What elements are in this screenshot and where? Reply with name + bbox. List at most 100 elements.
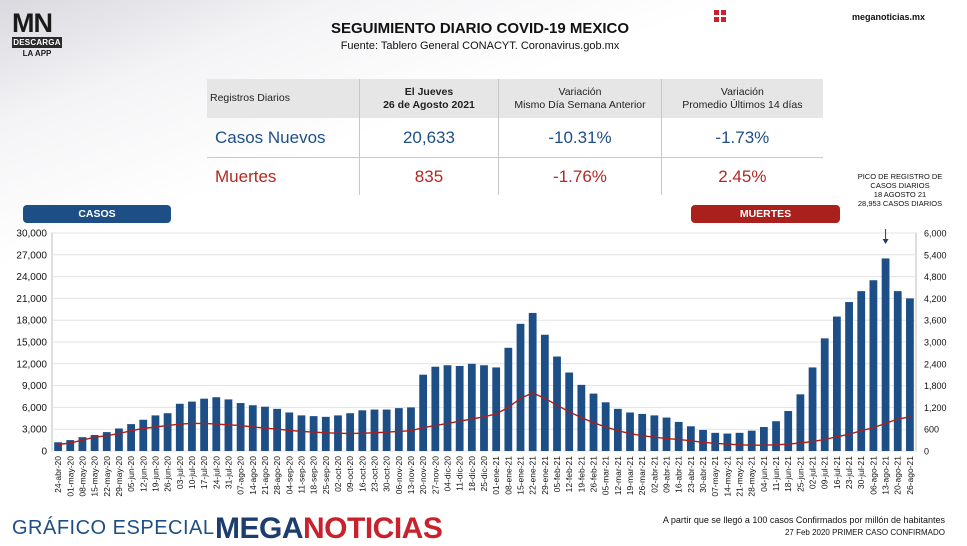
x-tick-label: 09-oct-20 <box>345 456 355 492</box>
grid-icon <box>714 10 726 22</box>
deaths-point <box>884 422 887 425</box>
deaths-point <box>288 429 291 432</box>
x-tick-label: 19-feb-21 <box>576 456 586 493</box>
y-left-tick-label: 12,000 <box>16 359 47 370</box>
x-tick-label: 11-jun-21 <box>771 456 781 492</box>
cases-bar <box>784 411 793 451</box>
cases-bar <box>820 338 829 451</box>
deaths-point <box>337 432 339 435</box>
peak-arrowhead <box>882 239 889 244</box>
x-tick-label: 23-abr-21 <box>686 456 696 493</box>
cases-bar <box>638 413 647 451</box>
deaths-point <box>166 424 169 427</box>
deaths-point <box>811 440 814 443</box>
deaths-point <box>324 431 327 434</box>
x-tick-label: 18-sep-20 <box>309 456 319 495</box>
cases-bar <box>528 312 537 451</box>
x-tick-label: 22-may-20 <box>102 456 112 497</box>
site-link[interactable]: meganoticias.mx <box>852 12 926 22</box>
x-tick-label: 04-dic-20 <box>442 456 452 492</box>
deaths-point <box>422 426 425 429</box>
x-tick-label: 15-may-20 <box>90 456 100 497</box>
deaths-point <box>665 437 668 440</box>
deaths-point <box>641 434 644 437</box>
x-tick-label: 04-jun-21 <box>759 456 769 492</box>
x-tick-label: 01-may-20 <box>65 456 75 497</box>
x-tick-label: 02-jul-21 <box>808 456 818 489</box>
y-left-tick-label: 24,000 <box>16 272 47 283</box>
deaths-point <box>738 443 741 446</box>
x-tick-label: 30-oct-20 <box>382 456 392 492</box>
cases-bar <box>772 421 780 451</box>
x-tick-label: 07-ago-20 <box>236 456 246 495</box>
deaths-point <box>373 431 376 434</box>
cases-bar <box>516 323 525 451</box>
x-tick-label: 30-abr-21 <box>698 456 708 493</box>
deaths-point <box>361 432 364 435</box>
cases-weekly-variation: -10.31% <box>498 118 662 158</box>
x-tick-label: 08-ene-21 <box>503 456 513 495</box>
x-tick-label: 21-ago-20 <box>260 456 270 495</box>
weekly-header-line1: Variación <box>558 85 602 98</box>
cases-bar <box>723 433 732 451</box>
deaths-point <box>300 430 303 433</box>
cases-legend-pill: CASOS <box>23 205 171 223</box>
deaths-point <box>702 441 704 444</box>
deaths-point <box>385 431 388 434</box>
cases-bar <box>394 408 403 451</box>
x-tick-label: 26-jun-20 <box>163 456 173 492</box>
cases-bar <box>650 415 659 451</box>
cases-bar <box>796 394 805 451</box>
deaths-point <box>495 413 498 415</box>
footer-brand: MEGANOTICIAS <box>215 512 443 546</box>
cases-bar <box>175 403 184 451</box>
cases-bar <box>102 432 111 451</box>
x-tick-label: 05-feb-21 <box>552 456 562 493</box>
cases-avg-variation: -1.73% <box>661 118 823 158</box>
x-tick-label: 04-sep-20 <box>284 456 294 495</box>
deaths-point <box>775 443 777 446</box>
app-logo[interactable]: MN DESCARGA LA APP <box>12 10 62 58</box>
cases-bar <box>382 409 391 451</box>
x-tick-label: 12-mar-21 <box>613 456 623 495</box>
deaths-row: Muertes 835 -1.76% 2.45% <box>207 157 823 195</box>
deaths-point <box>191 422 193 425</box>
peak-line1: PICO DE REGISTRO DE <box>857 172 943 181</box>
deaths-point <box>142 427 145 430</box>
cases-bar <box>504 347 513 451</box>
deaths-point <box>604 426 607 428</box>
deaths-point <box>203 422 206 425</box>
deaths-point <box>81 439 84 441</box>
deaths-point <box>848 433 850 436</box>
cases-bar <box>321 416 330 451</box>
brand-part-b: NOTICIAS <box>303 512 443 545</box>
x-tick-label: 16-jul-21 <box>832 456 842 489</box>
x-tick-label: 24-jul-20 <box>211 456 221 489</box>
cases-bar <box>674 421 683 451</box>
cases-bar <box>346 413 355 451</box>
y-right-tick-label: 600 <box>924 425 939 435</box>
deaths-point <box>896 418 899 420</box>
deaths-point <box>909 415 911 418</box>
y-right-tick-label: 3,000 <box>924 338 947 348</box>
x-tick-label: 22-ene-21 <box>528 456 538 495</box>
cases-bar <box>893 291 902 451</box>
x-tick-label: 05-jun-20 <box>126 456 136 492</box>
y-right-tick-label: 4,800 <box>924 272 947 282</box>
x-tick-label: 28-ago-20 <box>272 456 282 495</box>
cases-bar <box>906 298 914 451</box>
cases-bar <box>139 419 148 451</box>
y-right-tick-label: 5,400 <box>924 250 947 260</box>
deaths-point <box>215 423 218 426</box>
x-tick-label: 16-abr-21 <box>674 456 684 493</box>
date-column-header: El Jueves 26 de Agosto 2021 <box>359 79 500 118</box>
y-left-tick-label: 3,000 <box>22 425 47 436</box>
y-left-tick-label: 30,000 <box>16 229 47 240</box>
footer-special-label: GRÁFICO ESPECIAL <box>12 517 215 539</box>
y-right-tick-label: 4,200 <box>924 294 947 304</box>
deaths-point <box>93 436 96 439</box>
x-tick-label: 03-jul-20 <box>175 456 185 489</box>
deaths-point <box>507 406 510 409</box>
deaths-point <box>836 435 838 438</box>
cases-bar <box>881 258 890 451</box>
